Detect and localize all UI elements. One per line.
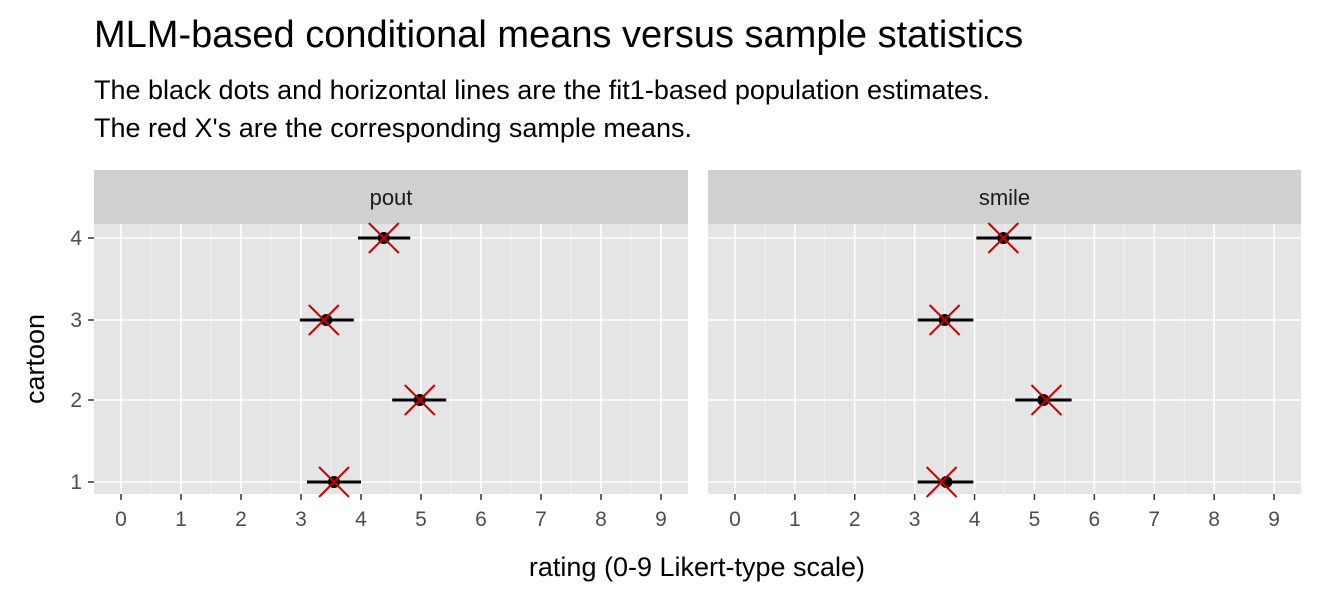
x-tick-label: 5 bbox=[1029, 508, 1041, 531]
sample-mean-x-smile-2 bbox=[1030, 384, 1063, 416]
chart-subtitle-line-1: The black dots and horizontal lines are … bbox=[94, 75, 991, 105]
x-tick-label: 9 bbox=[1268, 508, 1280, 531]
x-tick-label: 7 bbox=[1148, 508, 1160, 531]
x-tick-label: 6 bbox=[1089, 508, 1101, 531]
estimate-dot-smile-2 bbox=[1037, 394, 1050, 406]
x-tick-label: 6 bbox=[475, 508, 487, 531]
x-tick-label: 0 bbox=[729, 508, 741, 531]
y-tick-label: 3 bbox=[70, 309, 82, 332]
sample-mean-x-pout-3 bbox=[308, 304, 340, 336]
x-tick-label: 3 bbox=[909, 508, 921, 531]
chart-title: MLM-based conditional means versus sampl… bbox=[94, 14, 1024, 56]
x-tick-label: 7 bbox=[535, 508, 547, 531]
x-axis-title: rating (0-9 Likert-type scale) bbox=[529, 552, 865, 582]
x-tick-label: 0 bbox=[115, 508, 127, 531]
facet-strip-smile bbox=[708, 170, 1301, 224]
x-tick-label: 4 bbox=[969, 508, 981, 531]
y-tick-label: 4 bbox=[70, 227, 82, 250]
x-tick-label: 8 bbox=[595, 508, 607, 531]
x-tick-label: 2 bbox=[849, 508, 861, 531]
x-tick-label: 1 bbox=[789, 508, 801, 531]
x-tick-label: 5 bbox=[415, 508, 427, 531]
x-tick-label: 1 bbox=[175, 508, 187, 531]
y-tick-label: 2 bbox=[70, 389, 82, 412]
facet-label-pout: pout bbox=[370, 185, 413, 210]
y-axis-title: cartoon bbox=[20, 314, 50, 404]
sample-mean-x-smile-1 bbox=[925, 466, 958, 498]
x-tick-label: 9 bbox=[655, 508, 667, 531]
facet-label-smile: smile bbox=[979, 185, 1030, 210]
x-tick-label: 2 bbox=[235, 508, 247, 531]
facet-strip-pout bbox=[94, 170, 688, 224]
x-tick-label: 8 bbox=[1208, 508, 1220, 531]
x-tick-label: 3 bbox=[295, 508, 307, 531]
sample-mean-x-pout-2 bbox=[404, 384, 436, 416]
sample-mean-x-smile-4 bbox=[987, 222, 1020, 254]
y-tick-label: 1 bbox=[70, 471, 82, 494]
sample-mean-x-pout-1 bbox=[318, 466, 350, 498]
x-tick-label: 4 bbox=[355, 508, 367, 531]
sample-mean-x-pout-4 bbox=[368, 222, 400, 254]
estimate-dot-pout-3 bbox=[320, 314, 333, 326]
chart-subtitle-line-2: The red X's are the corresponding sample… bbox=[94, 113, 692, 143]
sample-mean-x-smile-3 bbox=[928, 304, 961, 336]
